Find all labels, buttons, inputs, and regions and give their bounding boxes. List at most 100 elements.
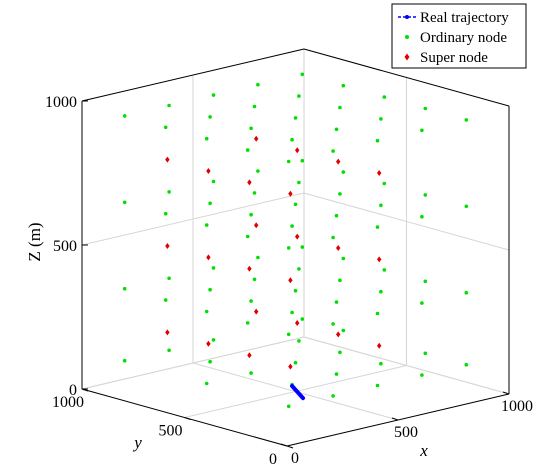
ordinary-node-point bbox=[249, 371, 253, 375]
super-node-point bbox=[295, 233, 300, 240]
ordinary-node-point bbox=[204, 223, 209, 227]
ordinary-node-point bbox=[300, 245, 305, 249]
ordinary-node-point bbox=[297, 267, 301, 271]
ordinary-node-point bbox=[167, 276, 171, 281]
ordinary-node-point bbox=[382, 95, 387, 99]
ordinary-node-point bbox=[252, 277, 257, 282]
ordinary-node-point bbox=[293, 288, 298, 293]
y-tick bbox=[184, 417, 191, 420]
ordinary-node-point bbox=[464, 290, 469, 295]
ordinary-node-point bbox=[122, 200, 127, 205]
x-axis-label: x bbox=[419, 441, 428, 460]
super-node-point bbox=[247, 265, 252, 272]
box-edge bbox=[81, 48, 305, 102]
y-tick bbox=[286, 445, 294, 449]
ordinary-node-point bbox=[423, 279, 428, 284]
ordinary-node-point bbox=[208, 201, 212, 206]
super-node-point bbox=[288, 190, 293, 197]
ordinary-node-point bbox=[334, 127, 339, 132]
ordinary-node-point bbox=[204, 381, 209, 386]
ordinary-node-point bbox=[382, 268, 387, 272]
ordinary-node-point bbox=[211, 266, 216, 270]
x-tick-label: 500 bbox=[394, 424, 418, 441]
super-node-point bbox=[254, 135, 259, 142]
legend-trajectory-marker bbox=[405, 15, 409, 19]
ordinary-node-point bbox=[245, 148, 250, 152]
super-node-point bbox=[377, 342, 382, 349]
ordinary-node-point bbox=[420, 128, 424, 133]
ordinary-node-point bbox=[290, 137, 294, 142]
grid-line bbox=[81, 192, 305, 246]
ordinary-node-point bbox=[341, 256, 346, 261]
ordinary-node-point bbox=[256, 82, 260, 87]
ordinary-node-point bbox=[290, 224, 294, 228]
ordinary-node-point bbox=[167, 348, 171, 353]
ordinary-node-point bbox=[256, 255, 260, 260]
ordinary-node-point bbox=[334, 213, 339, 218]
legend-ordinary-marker bbox=[405, 35, 409, 39]
ordinary-node-point bbox=[464, 204, 469, 209]
x-tick bbox=[502, 391, 510, 395]
ordinary-node-point bbox=[423, 351, 428, 356]
data-points bbox=[122, 72, 469, 409]
ordinary-node-point bbox=[379, 117, 383, 121]
x-tick-label: 1000 bbox=[501, 398, 533, 415]
super-node-point bbox=[288, 363, 293, 370]
grid-line bbox=[303, 336, 510, 395]
z-axis-label: Z (m) bbox=[25, 222, 44, 261]
super-node-point bbox=[165, 329, 170, 336]
ordinary-node-point bbox=[293, 116, 298, 120]
super-node-point bbox=[295, 320, 300, 326]
ordinary-node-point bbox=[297, 180, 301, 185]
ordinary-node-point bbox=[379, 289, 383, 294]
z-tick-label: 500 bbox=[53, 238, 77, 255]
ordinary-node-point bbox=[293, 360, 298, 365]
x-tick bbox=[280, 443, 288, 447]
y-tick-label: 500 bbox=[159, 423, 183, 440]
ordinary-node-point bbox=[286, 246, 291, 250]
ordinary-node-point bbox=[300, 158, 305, 163]
ordinary-node-point bbox=[297, 94, 301, 98]
ordinary-node-point bbox=[420, 301, 424, 305]
grid-line bbox=[81, 336, 305, 390]
z-tick-label: 0 bbox=[69, 382, 77, 399]
ordinary-node-point bbox=[379, 203, 383, 208]
ordinary-node-point bbox=[163, 125, 168, 130]
ordinary-node-point bbox=[331, 235, 335, 240]
ordinary-node-point bbox=[211, 93, 216, 97]
real-trajectory-line bbox=[290, 384, 306, 401]
legend-item-trajectory: Real trajectory bbox=[398, 10, 509, 26]
ordinary-node-point bbox=[331, 322, 335, 326]
ordinary-node-point bbox=[249, 126, 253, 131]
super-node-point bbox=[165, 243, 170, 249]
ordinary-node-point bbox=[204, 136, 209, 141]
ordinary-node-point bbox=[208, 115, 212, 119]
ordinary-node-point bbox=[331, 394, 335, 398]
super-node-point bbox=[377, 256, 382, 263]
legend-trajectory-label: Real trajectory bbox=[420, 10, 509, 26]
ordinary-node-point bbox=[167, 190, 171, 194]
ordinary-node-point bbox=[211, 338, 216, 342]
super-node-point bbox=[254, 222, 259, 229]
legend-item-ordinary: Ordinary node bbox=[405, 30, 507, 46]
super-node-point bbox=[254, 308, 259, 315]
ordinary-node-point bbox=[256, 169, 260, 173]
ordinary-node-point bbox=[122, 358, 127, 363]
ordinary-node-point bbox=[211, 179, 216, 184]
ordinary-node-point bbox=[204, 309, 209, 314]
ordinary-node-point bbox=[338, 278, 342, 283]
ordinary-node-point bbox=[334, 300, 339, 304]
super-node-point bbox=[336, 331, 341, 338]
ordinary-node-point bbox=[252, 104, 257, 109]
ordinary-node-point bbox=[420, 214, 424, 219]
ordinary-node-point bbox=[290, 310, 294, 315]
super-node-point bbox=[165, 156, 170, 163]
ordinary-node-point bbox=[382, 181, 387, 186]
legend-ordinary-label: Ordinary node bbox=[420, 30, 507, 46]
ordinary-node-point bbox=[375, 383, 380, 388]
axis-labels: Z (m) y x bbox=[25, 222, 428, 460]
ordinary-node-point bbox=[286, 404, 291, 409]
super-node-point bbox=[295, 147, 300, 154]
